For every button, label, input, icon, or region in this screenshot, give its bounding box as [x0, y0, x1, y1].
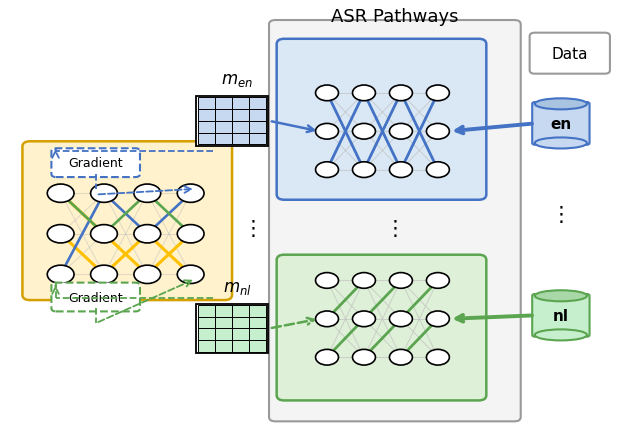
Text: ⋮: ⋮	[385, 219, 406, 239]
Circle shape	[177, 265, 204, 284]
FancyBboxPatch shape	[22, 142, 232, 300]
Circle shape	[134, 184, 161, 203]
Circle shape	[353, 311, 376, 327]
Circle shape	[390, 350, 412, 365]
Bar	[249, 98, 266, 110]
Circle shape	[426, 86, 449, 102]
Bar	[198, 133, 215, 145]
Bar	[232, 110, 249, 121]
Bar	[215, 340, 232, 352]
Bar	[249, 340, 266, 352]
FancyBboxPatch shape	[532, 103, 589, 145]
Circle shape	[390, 124, 412, 140]
Circle shape	[426, 273, 449, 289]
FancyBboxPatch shape	[51, 283, 140, 312]
Circle shape	[177, 184, 204, 203]
Text: en: en	[550, 117, 572, 131]
Bar	[215, 98, 232, 110]
Bar	[198, 121, 215, 133]
Bar	[249, 317, 266, 328]
Circle shape	[47, 225, 74, 244]
Bar	[249, 110, 266, 121]
Circle shape	[426, 162, 449, 178]
Circle shape	[134, 265, 161, 284]
Bar	[232, 328, 249, 340]
Circle shape	[91, 225, 117, 244]
Bar	[249, 133, 266, 145]
Bar	[249, 328, 266, 340]
Bar	[249, 305, 266, 317]
Circle shape	[353, 124, 376, 140]
FancyBboxPatch shape	[530, 34, 610, 74]
Bar	[232, 305, 249, 317]
Text: ASR Pathways: ASR Pathways	[332, 7, 459, 25]
Ellipse shape	[535, 330, 587, 341]
Bar	[198, 110, 215, 121]
Bar	[196, 304, 268, 353]
Circle shape	[91, 265, 117, 284]
Circle shape	[91, 184, 117, 203]
Circle shape	[316, 350, 339, 365]
Bar	[196, 97, 268, 146]
FancyBboxPatch shape	[276, 255, 486, 400]
Circle shape	[47, 184, 74, 203]
Circle shape	[316, 311, 339, 327]
Bar	[232, 98, 249, 110]
Circle shape	[316, 86, 339, 102]
Text: ⋮: ⋮	[243, 219, 264, 239]
Circle shape	[390, 311, 412, 327]
Bar	[215, 317, 232, 328]
Text: nl: nl	[553, 308, 569, 323]
Text: Gradient: Gradient	[68, 291, 123, 304]
Circle shape	[353, 86, 376, 102]
Circle shape	[390, 273, 412, 289]
Circle shape	[390, 162, 412, 178]
Ellipse shape	[535, 138, 587, 149]
Bar	[215, 328, 232, 340]
Text: ⋮: ⋮	[550, 205, 572, 225]
Circle shape	[177, 225, 204, 244]
Bar	[232, 340, 249, 352]
Bar	[215, 110, 232, 121]
Circle shape	[426, 350, 449, 365]
Circle shape	[316, 162, 339, 178]
Bar	[232, 121, 249, 133]
Circle shape	[353, 350, 376, 365]
FancyBboxPatch shape	[532, 294, 589, 337]
Circle shape	[390, 86, 412, 102]
Bar	[215, 121, 232, 133]
Bar	[198, 340, 215, 352]
Ellipse shape	[535, 290, 587, 302]
Circle shape	[353, 162, 376, 178]
Bar	[198, 328, 215, 340]
Circle shape	[426, 124, 449, 140]
Bar	[198, 317, 215, 328]
Bar	[232, 317, 249, 328]
Text: $m_{en}$: $m_{en}$	[221, 71, 253, 89]
Bar	[232, 133, 249, 145]
Circle shape	[134, 225, 161, 244]
Bar	[215, 133, 232, 145]
Bar	[215, 305, 232, 317]
FancyBboxPatch shape	[276, 40, 486, 200]
Ellipse shape	[535, 99, 587, 110]
Circle shape	[426, 311, 449, 327]
Circle shape	[47, 265, 74, 284]
FancyBboxPatch shape	[51, 149, 140, 178]
FancyBboxPatch shape	[269, 21, 521, 421]
Text: $m_{nl}$: $m_{nl}$	[223, 278, 252, 296]
Bar	[198, 305, 215, 317]
Bar	[198, 98, 215, 110]
Circle shape	[316, 273, 339, 289]
Bar	[249, 121, 266, 133]
Circle shape	[353, 273, 376, 289]
Text: Gradient: Gradient	[68, 157, 123, 170]
Circle shape	[316, 124, 339, 140]
Text: Data: Data	[552, 46, 588, 61]
